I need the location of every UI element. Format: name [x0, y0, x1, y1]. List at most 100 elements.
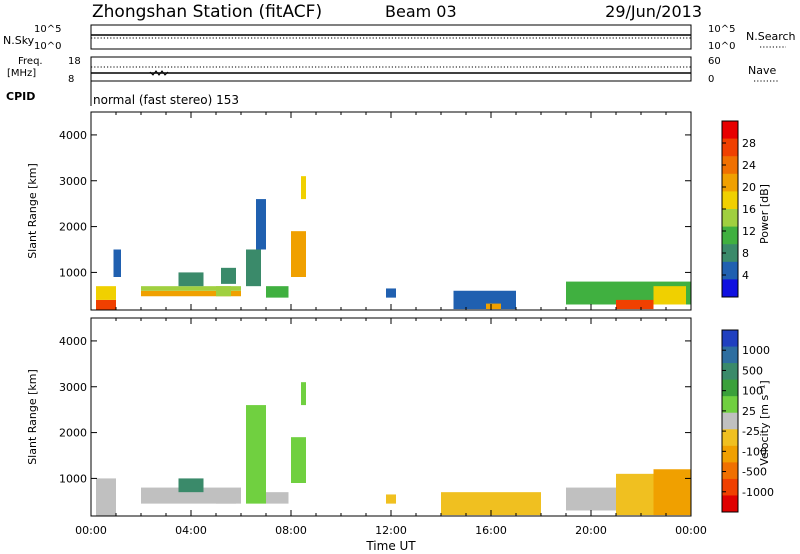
freq-dip: [149, 70, 169, 76]
colorbar-swatch: [722, 226, 738, 245]
time-tick-label: 00:00: [75, 524, 107, 537]
nsearch-label: N.Search: [746, 30, 796, 43]
scatter-block: [453, 290, 516, 310]
time-tick-label: 04:00: [175, 524, 207, 537]
scatter-block: [178, 478, 204, 493]
power-ylabel: Slant Range [km]: [26, 163, 39, 259]
colorbar-swatch: [722, 462, 738, 480]
nsky-tick-top: 10^5: [34, 24, 61, 35]
scatter-block: [246, 405, 266, 504]
nsearch-tick-top: 10^5: [708, 24, 735, 35]
colorbar-swatch: [722, 412, 738, 430]
nave-label: Nave: [748, 64, 776, 77]
velocity-colorbar: 1000 500 100 25 -25 -100 -500 -1000: [721, 329, 774, 513]
colorbar-swatch: [722, 173, 738, 192]
velocity-ylabel: Slant Range [km]: [26, 369, 39, 465]
colorbar-swatch: [722, 330, 738, 348]
scatter-block: [653, 286, 686, 305]
colorbar-swatch: [722, 138, 738, 157]
scatter-block: [441, 492, 541, 516]
scatter-block: [386, 288, 396, 298]
scatter-block: [113, 249, 121, 277]
colorbar-frame: [721, 329, 739, 513]
y-tick-label: 4000: [59, 335, 87, 348]
scatter-block: [301, 382, 306, 406]
station-title: Zhongshan Station (fitACF): [92, 2, 322, 22]
scatter-block: [566, 487, 616, 511]
y-tick-label: 2000: [59, 427, 87, 440]
nsearch-tick-bottom: 10^0: [708, 41, 735, 52]
scatter-block: [96, 286, 116, 300]
colorbar-swatch: [722, 191, 738, 210]
scatter-block: [246, 249, 261, 287]
scatter-block: [616, 299, 654, 310]
date-title: 29/Jun/2013: [605, 2, 702, 21]
colorbar-swatch: [722, 396, 738, 414]
colorbar-tick-label: 12: [742, 225, 756, 238]
colorbar-tick-label: -500: [742, 466, 767, 479]
colorbar-tick-label: -100: [742, 445, 767, 458]
velocity-heatmap: [96, 382, 691, 516]
nave-tick-bottom: 0: [708, 74, 714, 85]
velocity-axes: 4000 3000 2000 1000: [59, 318, 692, 516]
colorbar-tick-label: 500: [742, 364, 763, 377]
scatter-block: [216, 286, 231, 297]
y-tick-label: 3000: [59, 381, 87, 394]
colorbar-tick-label: 100: [742, 385, 763, 398]
colorbar-tick-label: 16: [742, 203, 756, 216]
colorbar-swatch: [722, 445, 738, 463]
time-xlabel: Time UT: [365, 539, 416, 553]
beam-title: Beam 03: [385, 2, 457, 21]
colorbar-swatch: [722, 478, 738, 496]
scatter-block: [216, 492, 236, 504]
colorbar-swatch: [722, 261, 738, 280]
scatter-block: [386, 494, 396, 504]
colorbar-tick-label: 25: [742, 405, 756, 418]
colorbar-swatch: [722, 495, 738, 513]
colorbar-tick-label: 1000: [742, 344, 770, 357]
colorbar-tick-label: 24: [742, 159, 756, 172]
scatter-block: [301, 176, 306, 200]
velocity-colorbar-label: Velocity [m s⁻¹]: [758, 380, 771, 465]
freq-panel: [90, 56, 692, 82]
time-axis: 00:00 04:00 08:00 12:00 16:00 20:00 00:00: [75, 524, 707, 537]
scatter-block: [178, 272, 204, 287]
power-heatmap: [96, 176, 691, 310]
colorbar-swatch: [722, 279, 738, 298]
cpid-value: normal (fast stereo) 153: [93, 93, 239, 107]
freq-tick-bottom: 8: [68, 74, 74, 85]
scatter-block: [141, 286, 241, 291]
colorbar-tick-label: 28: [742, 137, 756, 150]
colorbar-tick-label: 8: [742, 247, 749, 260]
nsky-panel: [90, 24, 692, 50]
y-tick-label: 2000: [59, 221, 87, 234]
power-colorbar: 28 24 20 16 12 8 4: [721, 120, 756, 298]
time-tick-label: 20:00: [575, 524, 607, 537]
colorbar-swatch: [722, 379, 738, 397]
scatter-block: [291, 437, 306, 483]
time-tick-label: 00:00: [675, 524, 707, 537]
scatter-block: [96, 299, 116, 310]
y-tick-label: 1000: [59, 472, 87, 485]
scatter-block: [141, 290, 241, 297]
colorbar-swatch: [722, 209, 738, 228]
colorbar-swatch: [722, 363, 738, 381]
colorbar-tick-label: -25: [742, 425, 760, 438]
power-colorbar-label: Power [dB]: [758, 184, 771, 244]
time-tick-label: 12:00: [375, 524, 407, 537]
scatter-block: [96, 478, 116, 516]
freq-unit: [MHz]: [7, 68, 36, 79]
scatter-block: [653, 469, 691, 516]
scatter-block: [256, 199, 266, 250]
nave-tick-top: 60: [708, 56, 721, 67]
freq-label: Freq.: [18, 56, 43, 67]
nsky-tick-bottom: 10^0: [34, 41, 61, 52]
scatter-block: [616, 473, 654, 516]
power-axes: 4000 3000 2000 1000: [59, 112, 692, 310]
y-tick-label: 4000: [59, 129, 87, 142]
colorbar-swatch: [722, 346, 738, 364]
colorbar-tick-label: 4: [742, 269, 749, 282]
nsky-label: N.Sky: [3, 34, 35, 47]
colorbar-tick-label: 20: [742, 181, 756, 194]
